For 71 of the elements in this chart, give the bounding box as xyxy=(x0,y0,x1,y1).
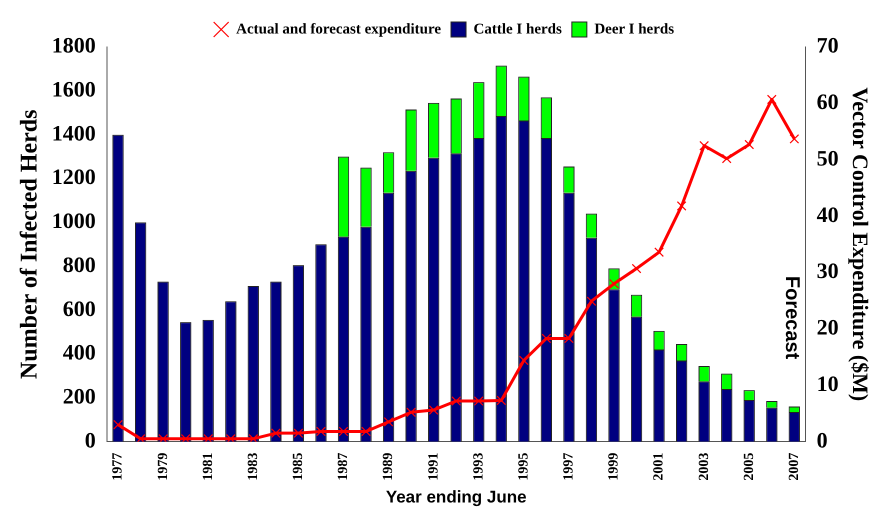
point xyxy=(271,428,281,438)
y2-tick-label: 0 xyxy=(816,427,828,452)
point xyxy=(248,434,258,442)
point xyxy=(744,140,754,150)
x-tick-label: 1983 xyxy=(246,452,261,481)
point xyxy=(496,396,506,406)
point xyxy=(474,396,484,406)
annotation: Forecast xyxy=(781,276,804,360)
point xyxy=(226,434,236,442)
y-tick-label: 1400 xyxy=(52,120,96,146)
x-tick-label: 1981 xyxy=(200,452,216,481)
legend-label: Cattle I herds xyxy=(474,21,562,38)
point xyxy=(789,134,800,144)
point xyxy=(338,426,348,436)
y2-tick-label: 70 xyxy=(816,32,839,58)
y-tick-label: 800 xyxy=(62,252,96,277)
point xyxy=(451,396,462,406)
point xyxy=(428,405,438,415)
point xyxy=(136,434,146,442)
point xyxy=(586,296,596,306)
point xyxy=(113,420,123,430)
y-tick-label: 200 xyxy=(62,383,96,408)
x-tick-label: 2003 xyxy=(696,452,712,481)
point xyxy=(518,356,529,366)
x-tick-label: 1985 xyxy=(291,452,306,481)
y-axis-title: Number of Infected Herds xyxy=(16,110,43,380)
y-tick-label: 1800 xyxy=(52,32,96,58)
y2-axis-title: Vector Control Expenditure ($M) xyxy=(848,87,874,402)
y-tick-label: 1000 xyxy=(52,208,96,234)
x-axis-title: Year ending June xyxy=(386,487,527,506)
y2-tick-label: 10 xyxy=(816,370,839,396)
y2-tick-label: 60 xyxy=(816,89,839,114)
x-tick-label: 1979 xyxy=(156,452,171,481)
x-tick-label: 1995 xyxy=(516,452,532,481)
y2-tick-label: 50 xyxy=(816,145,839,170)
legend-label: Deer I herds xyxy=(594,21,674,38)
x-tick-label: 1997 xyxy=(562,452,577,481)
x-tick-label: 1989 xyxy=(381,452,396,481)
point xyxy=(654,247,664,258)
y2-tick-label: 40 xyxy=(816,202,839,227)
point xyxy=(564,334,574,344)
x-tick-label: 1987 xyxy=(336,452,352,481)
point xyxy=(316,426,326,436)
y2-tick-label: 30 xyxy=(816,258,839,284)
point xyxy=(158,434,168,442)
y-tick-label: 400 xyxy=(62,340,96,365)
x-tick-label: 2005 xyxy=(742,452,757,481)
x-tick-label: 1993 xyxy=(471,452,486,481)
point xyxy=(384,417,394,427)
x-tick-label: 1991 xyxy=(426,452,442,481)
point xyxy=(294,428,304,438)
x-tick-label: 2001 xyxy=(652,452,667,481)
y2-tick-label: 20 xyxy=(816,314,839,340)
y-tick-label: 600 xyxy=(62,296,96,321)
point xyxy=(361,426,371,436)
point xyxy=(406,407,416,418)
point xyxy=(542,334,552,344)
point xyxy=(722,154,732,164)
point xyxy=(766,94,777,104)
y-tick-label: 1200 xyxy=(52,164,96,190)
x-tick-label: 1977 xyxy=(110,452,126,481)
y-tick-label: 0 xyxy=(84,427,96,452)
x-tick-label: 1999 xyxy=(606,452,622,481)
point xyxy=(203,434,214,442)
legend-label: Actual and forecast expenditure xyxy=(236,21,442,38)
point xyxy=(180,434,191,442)
y-tick-label: 1600 xyxy=(52,76,96,102)
x-tick-label: 2007 xyxy=(786,452,802,481)
point xyxy=(676,201,686,211)
point xyxy=(632,264,642,274)
point xyxy=(699,140,710,150)
